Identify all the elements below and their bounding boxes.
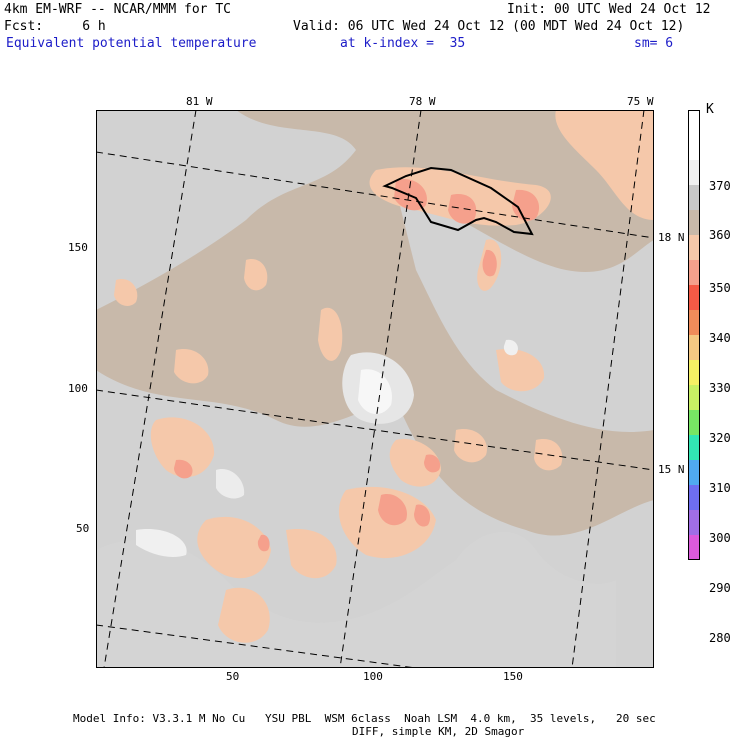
colorbar-label: 370 <box>709 179 731 193</box>
colorbar-swatch <box>688 185 700 210</box>
colorbar-swatch <box>688 310 700 335</box>
colorbar-swatch <box>688 510 700 535</box>
colorbar-swatch <box>688 260 700 285</box>
colorbar-label: 280 <box>709 631 731 645</box>
colorbar-swatch <box>688 360 700 385</box>
colorbar-swatch <box>688 385 700 410</box>
colorbar-swatch <box>688 460 700 485</box>
graticule <box>96 110 654 668</box>
x-tick-150: 150 <box>503 670 523 683</box>
lat-label-18n: 18 N <box>658 231 685 244</box>
y-tick-150: 150 <box>68 241 88 254</box>
x-tick-100: 100 <box>363 670 383 683</box>
outline-contour <box>382 166 534 236</box>
colorbar-swatch <box>688 435 700 460</box>
salmon-regions <box>174 179 540 552</box>
colorbar-label: 340 <box>709 331 731 345</box>
colorbar-label: 320 <box>709 431 731 445</box>
colorbar-swatch <box>688 285 700 310</box>
colorbar-swatch <box>688 235 700 260</box>
smoothing-info: sm= 6 <box>634 36 674 51</box>
x-tick-50: 50 <box>226 670 240 683</box>
theta-e-map <box>96 110 654 668</box>
colorbar-swatch <box>688 535 700 560</box>
colorbar-label: 300 <box>709 531 731 545</box>
colorbar-label: 350 <box>709 281 731 295</box>
valid-time: Valid: 06 UTC Wed 24 Oct 12 (00 MDT Wed … <box>293 19 685 34</box>
y-tick-50: 50 <box>76 522 90 535</box>
lon-label-81w: 81 W <box>186 95 213 108</box>
model-info-line2: DIFF, simple KM, 2D Smagor <box>352 725 525 738</box>
model-info-line1: Model Info: V3.3.1 M No Cu YSU PBL WSM 6… <box>73 712 656 725</box>
lon-label-78w: 78 W <box>409 95 436 108</box>
colorbar-swatch <box>688 135 700 160</box>
colorbar-swatch <box>688 335 700 360</box>
colorbar-swatch <box>688 110 700 135</box>
colorbar-swatch <box>688 485 700 510</box>
peach-regions <box>114 110 654 643</box>
level-info: at k-index = 35 <box>340 36 466 51</box>
forecast-hour: Fcst: 6 h <box>4 19 106 34</box>
field-name: Equivalent potential temperature <box>6 36 257 51</box>
lon-label-75w: 75 W <box>627 95 654 108</box>
y-tick-100: 100 <box>68 382 88 395</box>
colorbar-swatch <box>688 210 700 235</box>
colorbar-label: 360 <box>709 228 731 242</box>
colorbar-label: 330 <box>709 381 731 395</box>
colorbar-swatch <box>688 410 700 435</box>
colorbar-unit: K <box>706 102 714 117</box>
white-regions <box>136 339 518 557</box>
colorbar-label: 310 <box>709 481 731 495</box>
lat-label-15n: 15 N <box>658 463 685 476</box>
init-time: Init: 00 UTC Wed 24 Oct 12 <box>507 2 711 17</box>
colorbar-swatch <box>688 160 700 185</box>
model-title: 4km EM-WRF -- NCAR/MMM for TC <box>4 2 231 17</box>
colorbar-label: 290 <box>709 581 731 595</box>
